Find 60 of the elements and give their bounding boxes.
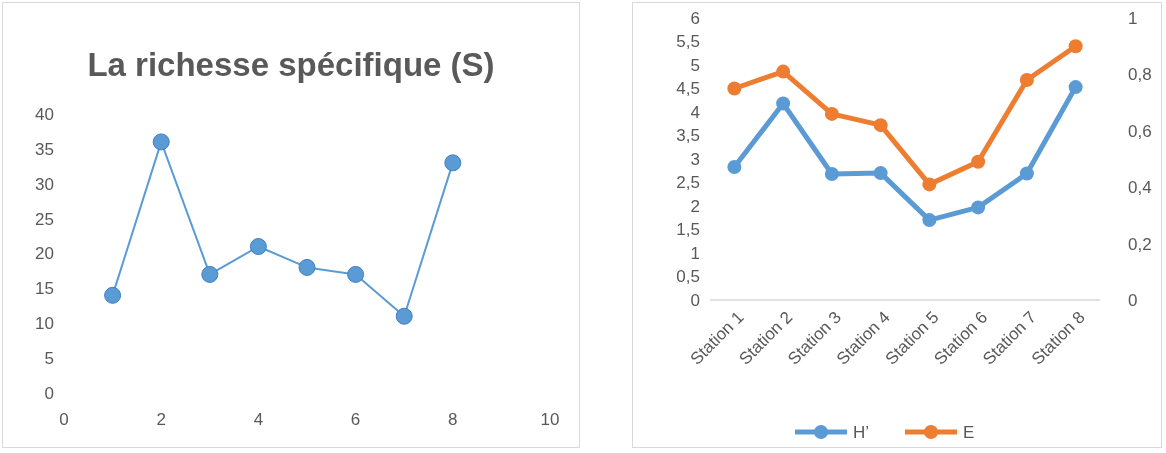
point xyxy=(776,96,791,111)
x-tick-label: 10 xyxy=(540,410,560,429)
y-tick-label: 3 xyxy=(690,149,700,169)
point xyxy=(104,286,122,304)
y2-tick-label: 0,6 xyxy=(1128,121,1152,141)
point xyxy=(922,213,937,228)
y-tick-label: 40 xyxy=(35,104,54,124)
point xyxy=(824,106,839,121)
point xyxy=(1019,166,1034,181)
point xyxy=(395,307,413,325)
y-tick-label: 5 xyxy=(690,55,700,75)
point xyxy=(201,265,219,283)
y2-tick-label: 1 xyxy=(1128,8,1138,28)
y-tick-label: 15 xyxy=(35,279,54,299)
y-tick-label: 6 xyxy=(690,8,700,28)
x-tick-label: 6 xyxy=(350,410,361,429)
point xyxy=(971,154,986,169)
y-tick-label: 35 xyxy=(35,139,54,159)
point xyxy=(873,118,888,133)
x-tick-label: 8 xyxy=(448,410,458,429)
y-tick-label: 20 xyxy=(35,244,54,264)
point xyxy=(727,159,742,174)
point xyxy=(1068,39,1083,54)
y-tick-label: 4 xyxy=(690,102,700,122)
y-tick-label: 2 xyxy=(690,196,700,216)
y-tick-label: 0 xyxy=(44,383,54,403)
y-tick-label: 25 xyxy=(35,209,54,229)
y-tick-label: 1 xyxy=(690,243,700,263)
y-tick-label: 5,5 xyxy=(676,32,700,52)
point xyxy=(347,265,365,283)
x-tick-label: 0 xyxy=(59,410,69,429)
y-tick-label: 0 xyxy=(690,290,700,310)
point xyxy=(1068,80,1083,95)
y2-tick-label: 0,4 xyxy=(1128,178,1152,198)
point xyxy=(444,154,462,172)
y-tick-label: 3,5 xyxy=(676,126,700,146)
point xyxy=(249,238,267,256)
y2-tick-label: 0 xyxy=(1128,290,1138,310)
legend-label: E xyxy=(963,422,975,442)
y-tick-label: 4,5 xyxy=(676,79,700,99)
point xyxy=(824,167,839,182)
y2-tick-label: 0,2 xyxy=(1128,234,1152,254)
y-tick-label: 5 xyxy=(44,349,54,369)
point xyxy=(1019,73,1034,88)
legend-label: H’ xyxy=(853,422,870,442)
y-tick-label: 0,5 xyxy=(676,267,700,287)
point xyxy=(971,200,986,215)
y-tick-label: 2,5 xyxy=(676,173,700,193)
point xyxy=(776,64,791,79)
chart-title: La richesse spécifique (S) xyxy=(87,46,495,83)
x-tick-label: 2 xyxy=(156,410,166,429)
point xyxy=(727,81,742,96)
y2-tick-label: 0,8 xyxy=(1128,65,1152,85)
point xyxy=(873,166,888,181)
point xyxy=(298,258,316,276)
x-tick-label: 4 xyxy=(253,410,264,429)
point xyxy=(922,177,937,192)
point xyxy=(152,133,170,151)
y-tick-label: 30 xyxy=(35,174,54,194)
y-tick-label: 1,5 xyxy=(676,220,700,240)
